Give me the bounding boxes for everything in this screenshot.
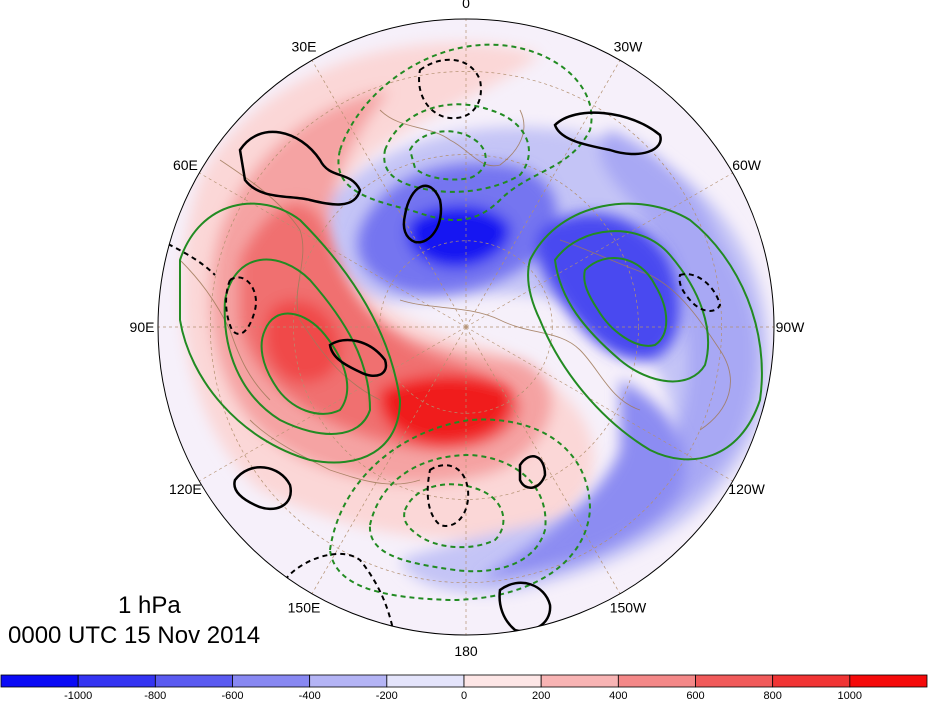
- lon-label-60e: 60E: [173, 157, 198, 173]
- negative-core-strong: [407, 205, 511, 269]
- lon-label-60w: 60W: [732, 157, 762, 173]
- negative-region-left: [520, 130, 758, 580]
- lon-label-30w: 30W: [614, 38, 644, 54]
- black-solid-contours: [233, 111, 662, 633]
- colorbar-tick-label: 0: [461, 690, 467, 702]
- colorbar-bin-0: [0, 674, 79, 688]
- colorbar-bin-4: [309, 674, 388, 688]
- colorbar-bin-1: [77, 674, 156, 688]
- time-title: 0000 UTC 15 Nov 2014: [8, 622, 261, 649]
- colorbar-tick-label: -400: [299, 690, 321, 702]
- colorbar-tick-label: -800: [144, 690, 166, 702]
- colorbar-bin-9: [695, 674, 774, 688]
- colorbar-bin-7: [540, 674, 619, 688]
- colorbar-tick-label: -200: [376, 690, 398, 702]
- colorbar-bin-2: [154, 674, 233, 688]
- black-dashed-contours: [159, 58, 722, 635]
- colorbar-bin-6: [463, 674, 542, 688]
- level-title: 1 hPa: [118, 592, 181, 619]
- colorbar-tick-label: -1000: [64, 690, 92, 702]
- colorbar-bin-5: [386, 674, 465, 688]
- lon-label-150w: 150W: [610, 600, 647, 616]
- green-dashed-contours: [328, 43, 593, 602]
- lon-label-0: 0: [462, 0, 470, 11]
- lon-label-90e: 90E: [130, 319, 155, 335]
- coastlines: [179, 109, 731, 485]
- lon-label-150e: 150E: [288, 600, 321, 616]
- lon-label-90w: 90W: [776, 319, 806, 335]
- negative-core-west: [536, 213, 681, 361]
- colorbar-tick-label: 1000: [838, 690, 862, 702]
- positive-core-strong: [379, 375, 512, 445]
- colorbar-bin-3: [232, 674, 311, 688]
- colorbar-tick-label: 200: [532, 690, 550, 702]
- graticule: [158, 19, 774, 635]
- lon-label-120e: 120E: [169, 481, 202, 497]
- colorbar-tick-label: 400: [609, 690, 627, 702]
- lon-label-120w: 120W: [728, 481, 765, 497]
- colorbar-bin-8: [617, 674, 696, 688]
- negative-arm-south: [480, 380, 686, 580]
- colorbar-tick-label: 800: [764, 690, 782, 702]
- colorbar-bin-10: [772, 674, 851, 688]
- colorbar: -1000 -800 -600 -400 -200 0 200 400 600 800 1000: [0, 674, 928, 702]
- lon-label-30e: 30E: [292, 38, 317, 54]
- green-solid-contours: [179, 202, 763, 464]
- longitude-labels: 0 30W 60W 90W 120W 150W 180 150E 120E 90E 60E 30E: [130, 0, 806, 659]
- colorbar-tick-label: -600: [221, 690, 243, 702]
- colorbar-tick-label: 600: [686, 690, 704, 702]
- positive-core-2: [265, 300, 341, 383]
- map-border: [157, 18, 775, 636]
- lon-label-180: 180: [454, 643, 478, 659]
- colorbar-bin-11: [849, 674, 928, 688]
